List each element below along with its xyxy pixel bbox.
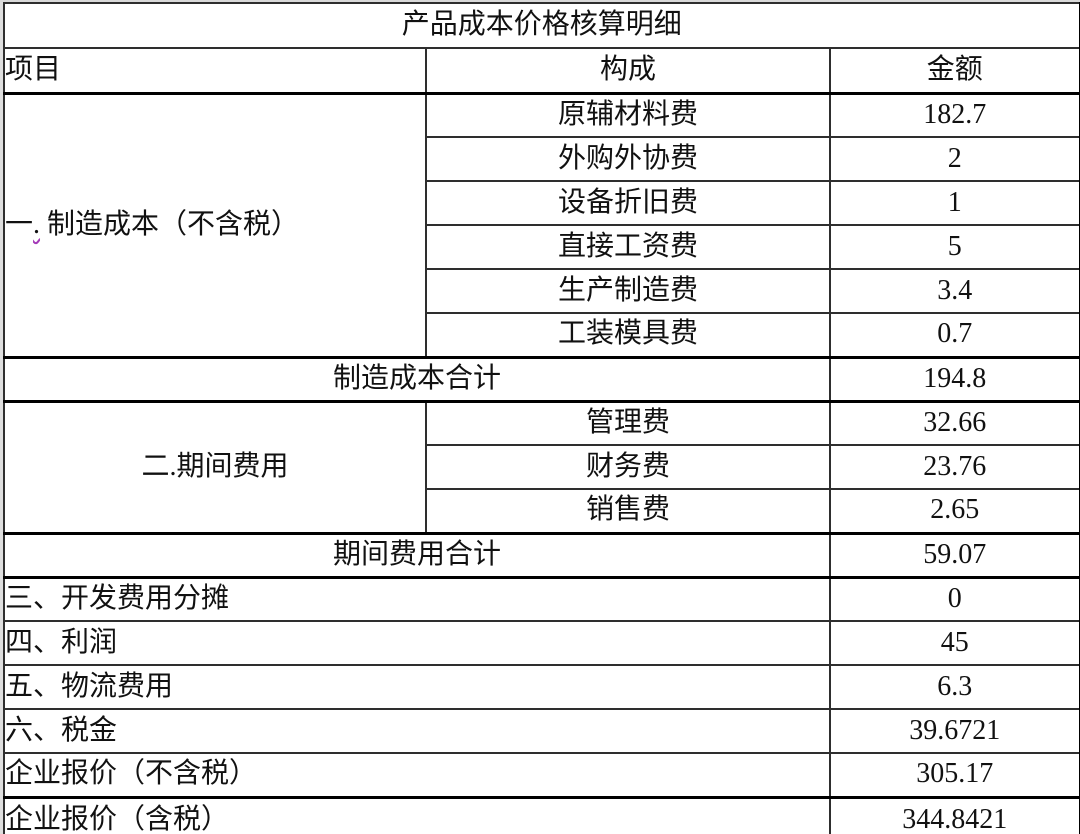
manufacturing-total-amount: 194.8 bbox=[828, 355, 1080, 403]
summary-label: 五、物流费用 bbox=[3, 664, 831, 710]
amount-cell: 182.7 bbox=[828, 92, 1080, 138]
amount-cell: 23.76 bbox=[828, 444, 1080, 490]
summary-amount: 344.8421 bbox=[828, 796, 1080, 834]
summary-label: 企业报价（含税） bbox=[3, 796, 831, 834]
amount-cell: 5 bbox=[828, 224, 1080, 270]
composition-cell: 管理费 bbox=[425, 400, 831, 446]
table-row: 工装模具费 0.7 bbox=[4, 312, 1080, 359]
sheet-edge-left bbox=[0, 0, 3, 834]
summary-amount: 6.3 bbox=[828, 664, 1080, 710]
spellcheck-underline-dot: . bbox=[33, 208, 41, 240]
amount-cell: 2 bbox=[828, 136, 1080, 182]
composition-cell: 财务费 bbox=[425, 444, 831, 490]
period-total-amount: 59.07 bbox=[828, 531, 1080, 579]
table-row: 三、开发费用分摊 0 bbox=[3, 576, 1080, 622]
header-composition: 构成 bbox=[425, 47, 831, 95]
table-row: 产品成本价格核算明细 bbox=[2, 2, 1080, 49]
section-label-text: 制造成本（不含税） bbox=[40, 208, 300, 240]
summary-label: 三、开发费用分摊 bbox=[3, 576, 831, 622]
summary-label: 六、税金 bbox=[3, 708, 831, 754]
table-row: 外购外协费 2 bbox=[4, 136, 1080, 182]
table-row: 生产制造费 3.4 bbox=[4, 268, 1080, 314]
table-row: 项目 构成 金额 bbox=[3, 47, 1080, 95]
table-row: 销售费 2.65 bbox=[4, 488, 1080, 535]
amount-cell: 32.66 bbox=[828, 400, 1080, 446]
table-row: 企业报价（含税） 344.8421 bbox=[3, 796, 1080, 834]
table-row: 一. 制造成本（不含税） 原辅材料费 182.7 bbox=[3, 92, 1080, 359]
table-row: 直接工资费 5 bbox=[4, 224, 1080, 270]
summary-label: 企业报价（不含税） bbox=[3, 752, 831, 799]
table-row: 期间费用合计 59.07 bbox=[3, 531, 1080, 579]
summary-amount: 39.6721 bbox=[828, 708, 1080, 754]
composition-cell: 工装模具费 bbox=[425, 312, 831, 359]
composition-cell: 原辅材料费 bbox=[425, 92, 831, 138]
amount-cell: 0.7 bbox=[828, 312, 1080, 359]
table-row: 设备折旧费 1 bbox=[4, 180, 1080, 226]
amount-cell: 2.65 bbox=[828, 488, 1080, 535]
manufacturing-section-label: 一. 制造成本（不含税） bbox=[3, 92, 427, 359]
summary-amount: 45 bbox=[828, 620, 1080, 666]
composition-cell: 直接工资费 bbox=[425, 224, 831, 270]
table-row: 五、物流费用 6.3 bbox=[3, 664, 1080, 710]
manufacturing-total-label: 制造成本合计 bbox=[3, 355, 831, 403]
amount-cell: 1 bbox=[828, 180, 1080, 226]
summary-amount: 305.17 bbox=[828, 752, 1080, 799]
table-row: 制造成本合计 194.8 bbox=[3, 355, 1080, 403]
composition-cell: 设备折旧费 bbox=[425, 180, 831, 226]
table-title: 产品成本价格核算明细 bbox=[2, 2, 1080, 49]
period-section-label: 二.期间费用 bbox=[3, 400, 427, 535]
composition-cell: 生产制造费 bbox=[425, 268, 831, 314]
table-row: 财务费 23.76 bbox=[4, 444, 1080, 490]
table-row: 二.期间费用 管理费 32.66 bbox=[3, 400, 1080, 535]
period-total-label: 期间费用合计 bbox=[3, 531, 831, 579]
composition-cell: 销售费 bbox=[425, 488, 831, 535]
composition-cell: 外购外协费 bbox=[425, 136, 831, 182]
summary-amount: 0 bbox=[828, 576, 1080, 622]
amount-cell: 3.4 bbox=[828, 268, 1080, 314]
table-row: 企业报价（不含税） 305.17 bbox=[3, 752, 1080, 799]
sheet-edge-top bbox=[0, 0, 1080, 2]
section-number: 一 bbox=[5, 208, 34, 240]
table-row: 六、税金 39.6721 bbox=[3, 708, 1080, 754]
header-item: 项目 bbox=[3, 47, 427, 95]
summary-label: 四、利润 bbox=[3, 620, 831, 666]
header-amount: 金额 bbox=[828, 47, 1080, 95]
table-row: 四、利润 45 bbox=[3, 620, 1080, 666]
